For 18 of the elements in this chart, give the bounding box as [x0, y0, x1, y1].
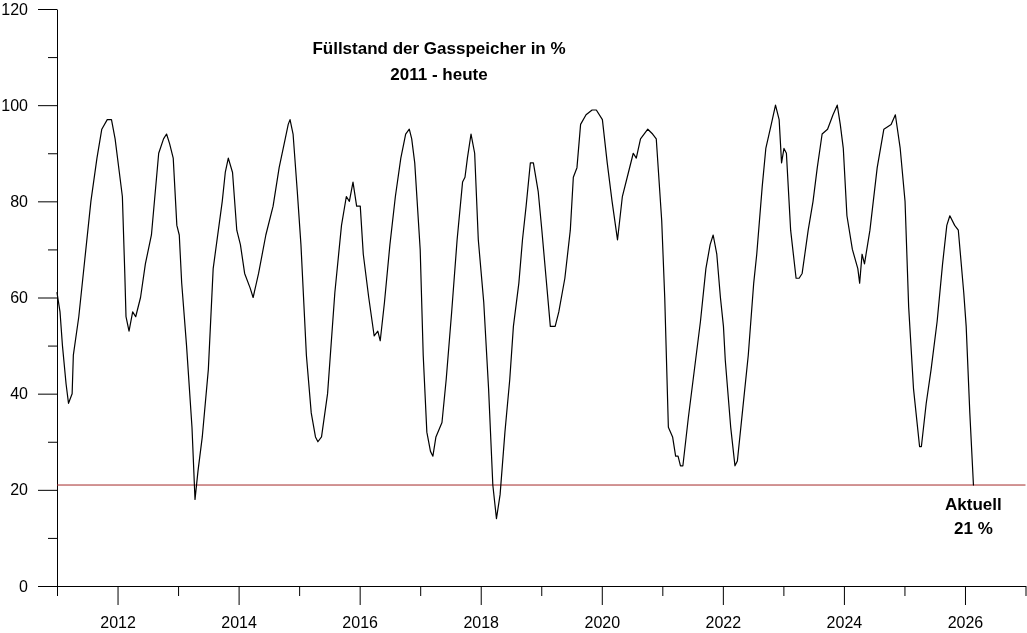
x-tick-label: 2022: [705, 614, 742, 631]
y-tick-label: 100: [1, 96, 29, 114]
y-tick-label: 20: [10, 481, 29, 499]
text: 2011 - heute: [390, 65, 488, 84]
x-tick-label: 2018: [463, 614, 500, 631]
annotation: Aktuell 21 %: [945, 495, 1002, 539]
x-tick-label: 2012: [100, 614, 136, 631]
x-tick-label: 2024: [826, 614, 863, 631]
text: Füllstand der Gasspeicher in %: [312, 39, 566, 58]
x-tick-label: 2016: [342, 614, 379, 631]
y-tick-label: 60: [10, 289, 29, 307]
x-tick-label: 2020: [584, 614, 621, 631]
y-tick-label: 120: [1, 0, 29, 18]
y-tick-label: 40: [10, 385, 29, 403]
x-tick-label: 2026: [947, 614, 984, 631]
y-tick-label: 0: [19, 577, 29, 595]
y-tick-label: 80: [10, 192, 29, 210]
x-tick-label: 2014: [221, 614, 257, 631]
